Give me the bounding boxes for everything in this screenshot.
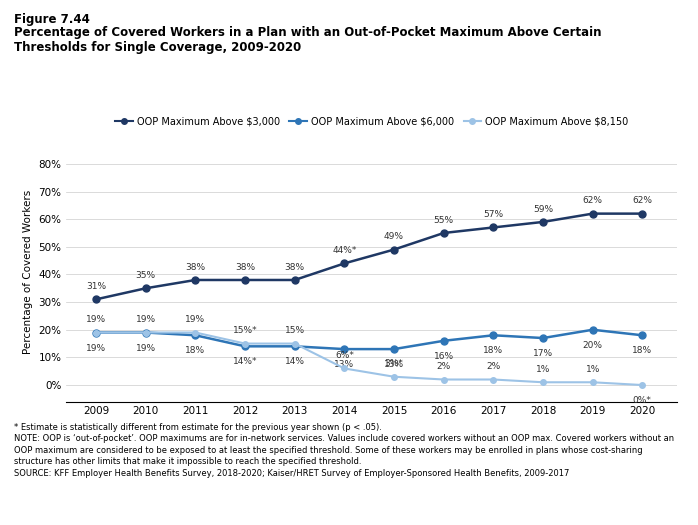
Text: 62%: 62%: [583, 196, 602, 205]
Text: 18%: 18%: [483, 346, 503, 355]
Text: 20%: 20%: [583, 341, 602, 350]
Text: 15%*: 15%*: [232, 326, 258, 335]
Text: 19%: 19%: [86, 315, 106, 324]
Text: 18%: 18%: [186, 346, 205, 355]
Text: 14%*: 14%*: [233, 358, 258, 366]
Text: 18%: 18%: [632, 346, 653, 355]
Text: 38%: 38%: [285, 262, 305, 272]
Text: 15%: 15%: [285, 326, 305, 335]
Text: 44%*: 44%*: [332, 246, 357, 255]
Text: 38%: 38%: [235, 262, 255, 272]
Text: 19%: 19%: [186, 315, 205, 324]
Text: 1%: 1%: [536, 365, 550, 374]
Text: structure has other limits that make it impossible to reach the specified thresh: structure has other limits that make it …: [14, 457, 362, 466]
Text: 16%: 16%: [433, 352, 454, 361]
Text: Thresholds for Single Coverage, 2009-2020: Thresholds for Single Coverage, 2009-202…: [14, 41, 302, 54]
Text: 2%: 2%: [436, 362, 451, 371]
Text: 17%: 17%: [533, 349, 553, 358]
Text: SOURCE: KFF Employer Health Benefits Survey, 2018-2020; Kaiser/HRET Survey of Em: SOURCE: KFF Employer Health Benefits Sur…: [14, 469, 570, 478]
Text: 19%: 19%: [135, 343, 156, 353]
Text: OOP maximum are considered to be exposed to at least the specified threshold. So: OOP maximum are considered to be exposed…: [14, 446, 643, 455]
Legend: OOP Maximum Above $3,000, OOP Maximum Above $6,000, OOP Maximum Above $8,150: OOP Maximum Above $3,000, OOP Maximum Ab…: [111, 113, 632, 131]
Text: * Estimate is statistically different from estimate for the previous year shown : * Estimate is statistically different fr…: [14, 423, 382, 432]
Text: 3%*: 3%*: [385, 360, 403, 369]
Text: 19%: 19%: [135, 315, 156, 324]
Text: 49%: 49%: [384, 232, 404, 242]
Text: 19%: 19%: [86, 343, 106, 353]
Text: 13%: 13%: [384, 360, 404, 369]
Text: Figure 7.44: Figure 7.44: [14, 13, 90, 26]
Text: 13%: 13%: [334, 360, 355, 369]
Text: 0%*: 0%*: [633, 396, 652, 405]
Text: 55%: 55%: [433, 216, 454, 225]
Text: 35%: 35%: [135, 271, 156, 280]
Text: 62%: 62%: [632, 196, 653, 205]
Text: 14%: 14%: [285, 358, 305, 366]
Text: 6%*: 6%*: [335, 351, 354, 360]
Text: Percentage of Covered Workers in a Plan with an Out-of-Pocket Maximum Above Cert: Percentage of Covered Workers in a Plan …: [14, 26, 602, 39]
Text: 59%: 59%: [533, 205, 553, 214]
Text: 1%: 1%: [586, 365, 600, 374]
Text: 31%: 31%: [86, 282, 106, 291]
Text: 2%: 2%: [487, 362, 500, 371]
Text: 38%: 38%: [186, 262, 205, 272]
Text: 57%: 57%: [483, 210, 503, 219]
Y-axis label: Percentage of Covered Workers: Percentage of Covered Workers: [23, 190, 33, 354]
Text: NOTE: OOP is ‘out-of-pocket’. OOP maximums are for in-network services. Values i: NOTE: OOP is ‘out-of-pocket’. OOP maximu…: [14, 434, 674, 443]
